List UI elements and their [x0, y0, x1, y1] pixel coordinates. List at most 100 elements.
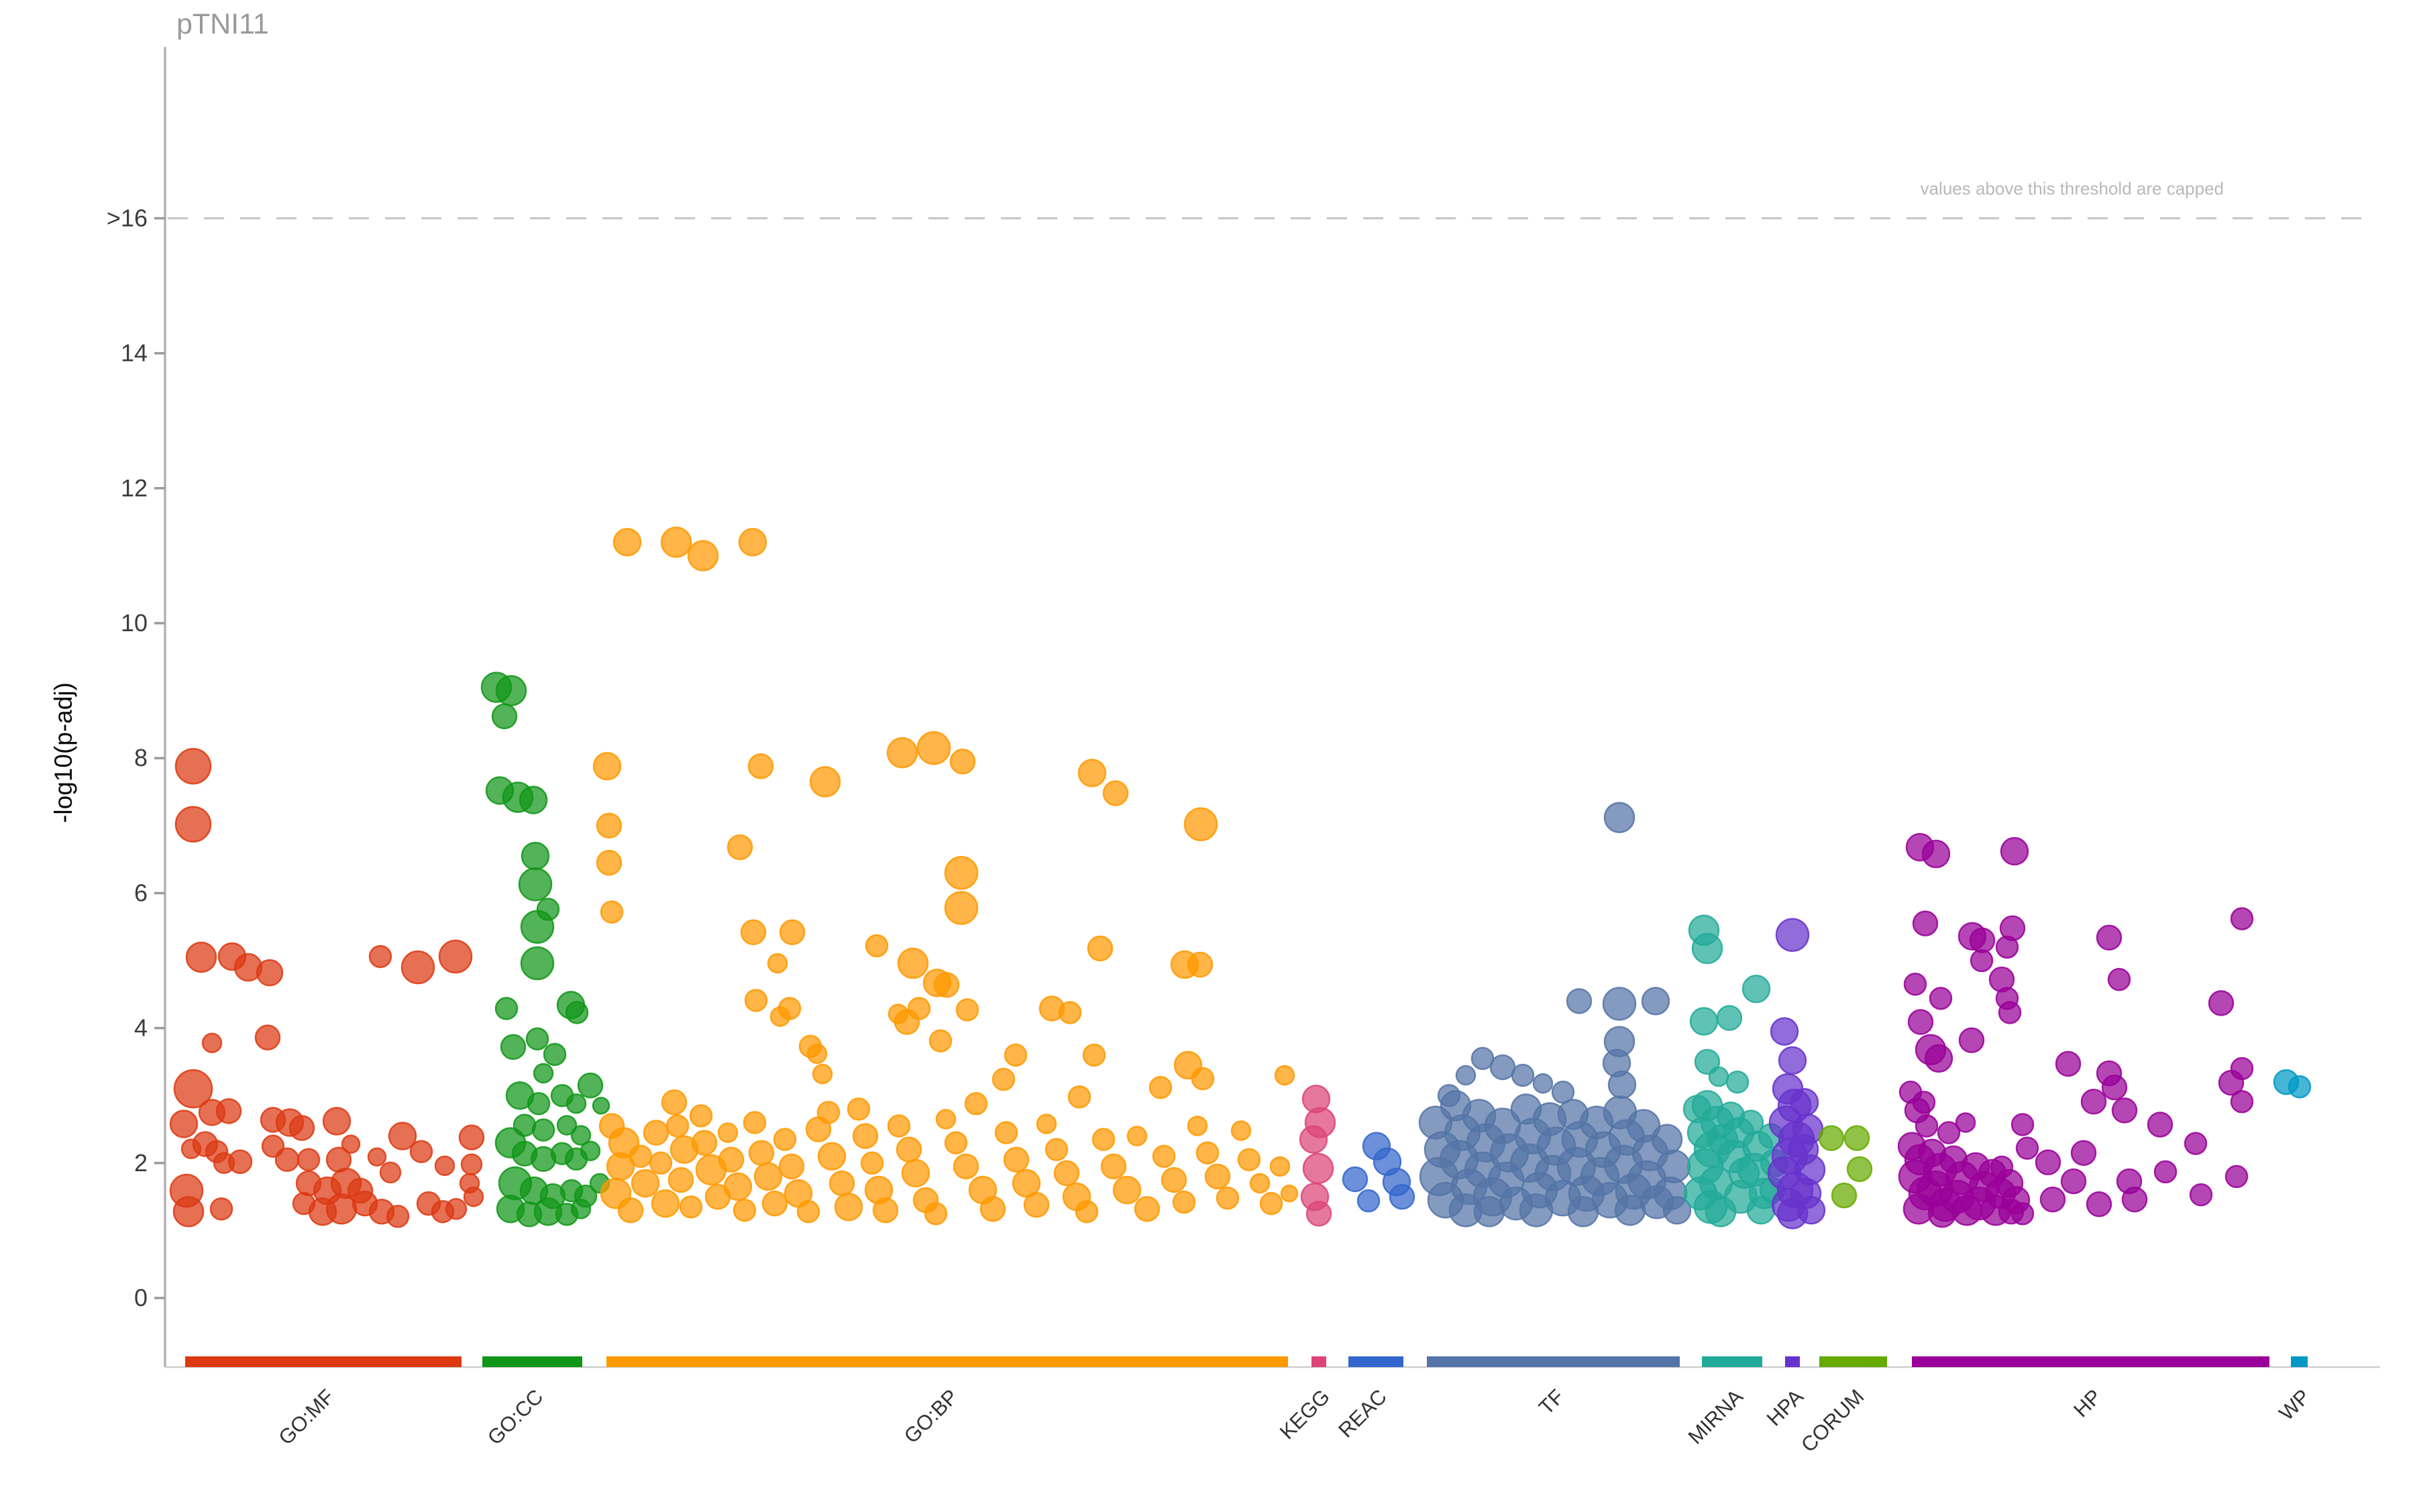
- data-point-GO:BP[interactable]: [1058, 1001, 1082, 1024]
- data-point-HP[interactable]: [2035, 1149, 2061, 1176]
- data-point-HP[interactable]: [2055, 1050, 2082, 1077]
- data-point-GO:CC[interactable]: [495, 675, 527, 706]
- data-point-CORUM[interactable]: [1831, 1182, 1858, 1209]
- data-point-REAC[interactable]: [1356, 1189, 1381, 1213]
- data-point-GO:CC[interactable]: [494, 997, 519, 1020]
- data-point-GO:MF[interactable]: [458, 1124, 485, 1150]
- data-point-HPA[interactable]: [1790, 1088, 1819, 1117]
- data-point-GO:CC[interactable]: [570, 1198, 592, 1220]
- data-point-GO:CC[interactable]: [577, 1072, 604, 1099]
- data-point-GO:BP[interactable]: [1067, 1085, 1091, 1109]
- data-point-GO:BP[interactable]: [944, 1131, 968, 1154]
- data-point-GO:CC[interactable]: [592, 1097, 610, 1115]
- data-point-GO:BP[interactable]: [847, 1097, 871, 1121]
- data-point-HP[interactable]: [1958, 1027, 1985, 1053]
- data-point-REAC[interactable]: [1342, 1166, 1368, 1193]
- data-point-CORUM[interactable]: [1818, 1125, 1845, 1151]
- data-point-GO:MF[interactable]: [438, 939, 473, 974]
- data-point-GO:BP[interactable]: [933, 971, 960, 998]
- data-point-GO:BP[interactable]: [687, 540, 719, 572]
- data-point-GO:BP[interactable]: [753, 1162, 783, 1191]
- data-point-GO:BP[interactable]: [1023, 1191, 1050, 1218]
- data-point-GO:BP[interactable]: [935, 1109, 957, 1130]
- data-point-GO:CC[interactable]: [525, 1027, 549, 1050]
- data-point-GO:BP[interactable]: [1126, 1126, 1148, 1146]
- data-point-GO:MF[interactable]: [173, 1069, 213, 1109]
- data-point-GO:BP[interactable]: [1216, 1186, 1240, 1210]
- data-point-GO:BP[interactable]: [691, 1130, 718, 1156]
- data-point-GO:MF[interactable]: [434, 1155, 455, 1177]
- data-point-GO:BP[interactable]: [779, 919, 806, 945]
- data-point-GO:BP[interactable]: [928, 1029, 953, 1052]
- data-point-HP[interactable]: [2230, 1090, 2254, 1114]
- data-point-GO:BP[interactable]: [924, 1202, 948, 1226]
- data-point-GO:BP[interactable]: [1204, 1163, 1231, 1190]
- data-point-GO:BP[interactable]: [955, 998, 979, 1022]
- data-point-GO:CC[interactable]: [533, 1063, 554, 1084]
- data-point-GO:MF[interactable]: [367, 1147, 387, 1167]
- data-point-GO:BP[interactable]: [1134, 1195, 1161, 1222]
- data-point-GO:CC[interactable]: [566, 1093, 587, 1114]
- data-point-GO:BP[interactable]: [979, 1195, 1006, 1222]
- data-point-HP[interactable]: [2039, 1186, 2066, 1213]
- data-point-GO:BP[interactable]: [1172, 1190, 1196, 1214]
- x-category-label-KEGG[interactable]: KEGG: [1275, 1385, 1334, 1444]
- data-point-HP[interactable]: [2230, 907, 2254, 930]
- data-point-HPA[interactable]: [1778, 1046, 1807, 1075]
- data-point-GO:BP[interactable]: [944, 891, 979, 925]
- data-point-GO:BP[interactable]: [718, 1146, 745, 1173]
- data-point-HP[interactable]: [1955, 1112, 1976, 1133]
- data-point-HP[interactable]: [2208, 990, 2235, 1016]
- data-point-GO:BP[interactable]: [689, 1104, 713, 1128]
- data-point-HP[interactable]: [1903, 972, 1927, 996]
- source-bar-GO:BP[interactable]: [606, 1356, 1288, 1367]
- data-point-GO:BP[interactable]: [643, 1120, 669, 1146]
- data-point-HP[interactable]: [2101, 1074, 2128, 1101]
- data-point-GO:BP[interactable]: [617, 1197, 644, 1224]
- data-point-GO:BP[interactable]: [828, 1170, 855, 1197]
- data-point-GO:BP[interactable]: [1077, 759, 1107, 788]
- data-point-HP[interactable]: [1924, 1044, 1953, 1073]
- data-point-GO:BP[interactable]: [1187, 1116, 1208, 1136]
- data-point-GO:CC[interactable]: [519, 786, 548, 814]
- data-point-GO:BP[interactable]: [817, 1142, 847, 1171]
- data-point-GO:BP[interactable]: [629, 1144, 653, 1168]
- data-point-GO:BP[interactable]: [631, 1169, 660, 1198]
- source-bar-TF[interactable]: [1427, 1356, 1680, 1367]
- data-point-GO:BP[interactable]: [806, 1043, 828, 1065]
- data-point-GO:BP[interactable]: [901, 1158, 930, 1188]
- data-point-GO:MF[interactable]: [341, 1134, 361, 1154]
- data-point-GO:MF[interactable]: [185, 941, 217, 973]
- data-point-HP[interactable]: [2153, 1160, 2178, 1184]
- data-point-GO:MF[interactable]: [325, 1193, 358, 1225]
- x-category-label-TF[interactable]: TF: [1534, 1385, 1569, 1419]
- x-category-label-GO:MF[interactable]: GO:MF: [274, 1385, 339, 1450]
- data-point-GO:CC[interactable]: [520, 946, 555, 981]
- data-point-GO:BP[interactable]: [796, 1199, 820, 1224]
- data-point-HPA[interactable]: [1775, 918, 1810, 953]
- x-category-label-WP[interactable]: WP: [2274, 1385, 2314, 1425]
- x-category-label-REAC[interactable]: REAC: [1334, 1385, 1391, 1442]
- data-point-GO:MF[interactable]: [215, 1098, 242, 1124]
- data-point-GO:BP[interactable]: [886, 737, 918, 769]
- data-point-GO:BP[interactable]: [679, 1195, 703, 1219]
- data-point-GO:BP[interactable]: [600, 900, 624, 924]
- x-category-label-HPA[interactable]: HPA: [1762, 1385, 1808, 1430]
- data-point-GO:BP[interactable]: [1082, 1043, 1106, 1067]
- data-point-GO:CC[interactable]: [570, 1125, 592, 1146]
- data-point-GO:BP[interactable]: [748, 1140, 775, 1166]
- data-point-CORUM[interactable]: [1843, 1125, 1870, 1151]
- source-bar-GO:MF[interactable]: [185, 1356, 462, 1367]
- data-point-GO:CC[interactable]: [565, 1001, 589, 1024]
- data-point-GO:BP[interactable]: [592, 752, 622, 781]
- data-point-GO:BP[interactable]: [767, 953, 788, 974]
- data-point-TF[interactable]: [1641, 987, 1670, 1016]
- source-bar-REAC[interactable]: [1348, 1356, 1403, 1367]
- data-point-HP[interactable]: [1907, 1009, 1934, 1035]
- data-point-GO:MF[interactable]: [445, 1197, 468, 1220]
- data-point-GO:BP[interactable]: [1003, 1146, 1030, 1173]
- data-point-MIRNA[interactable]: [1708, 1066, 1729, 1087]
- data-point-GO:BP[interactable]: [1036, 1114, 1057, 1134]
- data-point-GO:BP[interactable]: [1230, 1120, 1252, 1141]
- data-point-GO:CC[interactable]: [556, 1115, 578, 1136]
